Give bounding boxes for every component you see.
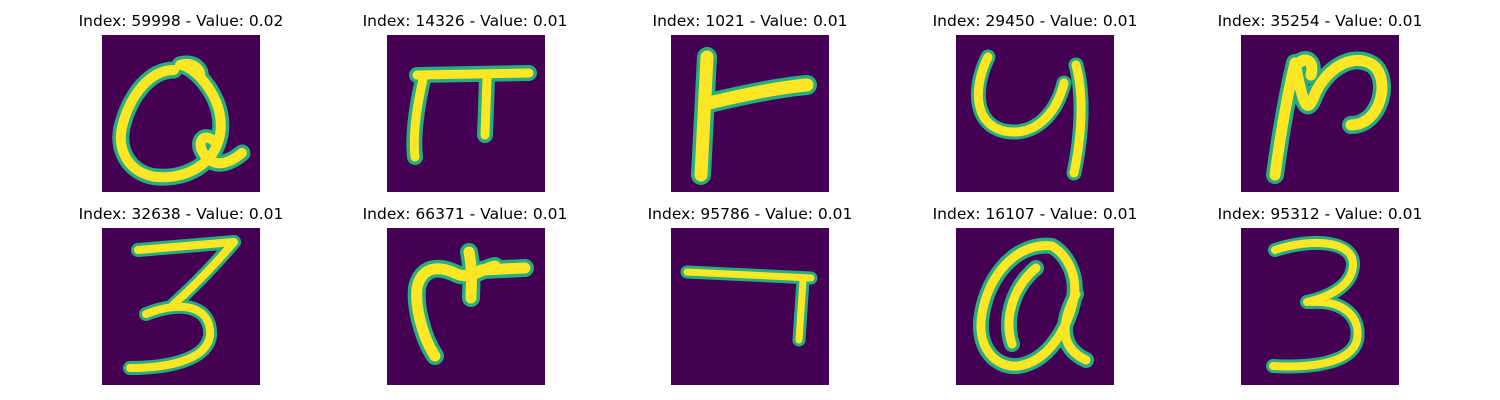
digit-image-6	[102, 228, 260, 385]
digit-image-5	[1241, 35, 1399, 192]
panel-title-8: Index: 95786 - Value: 0.01	[647, 205, 853, 223]
panel-title-5: Index: 35254 - Value: 0.01	[1217, 12, 1423, 30]
panel-title-7: Index: 66371 - Value: 0.01	[362, 205, 568, 223]
digit-image-9	[956, 228, 1114, 385]
digit-image-1	[102, 35, 260, 192]
panel-title-6: Index: 32638 - Value: 0.01	[78, 205, 284, 223]
panel-title-3: Index: 1021 - Value: 0.01	[652, 12, 848, 30]
digit-image-10	[1241, 228, 1399, 385]
panel-title-10: Index: 95312 - Value: 0.01	[1217, 205, 1423, 223]
digit-image-8	[671, 228, 829, 385]
digit-image-2	[387, 35, 545, 192]
panel-title-9: Index: 16107 - Value: 0.01	[932, 205, 1138, 223]
panel-title-1: Index: 59998 - Value: 0.02	[78, 12, 284, 30]
digit-image-3	[671, 35, 829, 192]
digit-image-7	[387, 228, 545, 385]
digit-image-4	[956, 35, 1114, 192]
panel-title-4: Index: 29450 - Value: 0.01	[932, 12, 1138, 30]
panel-title-2: Index: 14326 - Value: 0.01	[362, 12, 568, 30]
